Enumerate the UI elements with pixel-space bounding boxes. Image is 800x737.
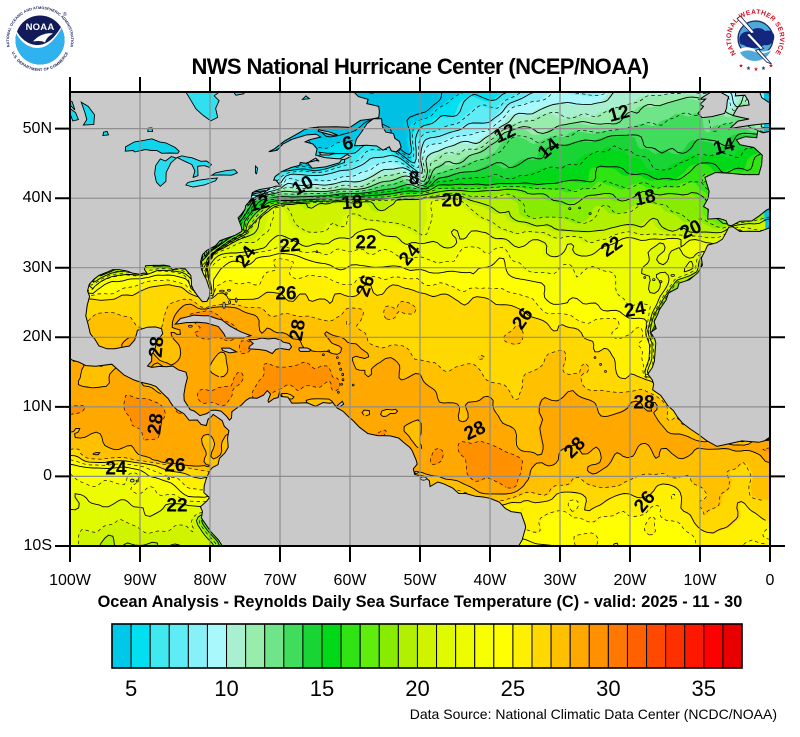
svg-text:24: 24 <box>105 459 127 480</box>
svg-text:20: 20 <box>405 676 429 701</box>
svg-text:NOAA: NOAA <box>26 22 55 33</box>
svg-text:★: ★ <box>738 63 743 70</box>
svg-text:20: 20 <box>441 191 462 212</box>
svg-text:26: 26 <box>164 456 185 477</box>
svg-text:26: 26 <box>275 284 296 305</box>
svg-text:28: 28 <box>144 412 168 436</box>
svg-text:25: 25 <box>501 676 525 701</box>
svg-text:10: 10 <box>214 676 238 701</box>
svg-text:®: ® <box>63 11 67 18</box>
svg-text:6: 6 <box>340 132 356 155</box>
svg-text:28: 28 <box>633 393 654 414</box>
svg-text:★: ★ <box>768 63 773 70</box>
svg-text:5: 5 <box>125 676 137 701</box>
svg-text:28: 28 <box>146 336 169 359</box>
svg-text:★: ★ <box>761 65 766 72</box>
svg-text:35: 35 <box>692 676 716 701</box>
svg-text:22: 22 <box>279 235 302 258</box>
svg-text:★: ★ <box>753 66 758 73</box>
svg-text:18: 18 <box>341 192 364 215</box>
svg-text:15: 15 <box>310 676 334 701</box>
svg-text:18: 18 <box>632 186 657 211</box>
svg-text:24: 24 <box>623 298 648 322</box>
svg-text:22: 22 <box>166 496 187 517</box>
svg-text:28: 28 <box>286 318 310 342</box>
svg-text:8: 8 <box>409 169 420 190</box>
svg-text:30: 30 <box>596 676 620 701</box>
svg-text:★: ★ <box>746 65 751 72</box>
svg-text:22: 22 <box>355 233 376 254</box>
